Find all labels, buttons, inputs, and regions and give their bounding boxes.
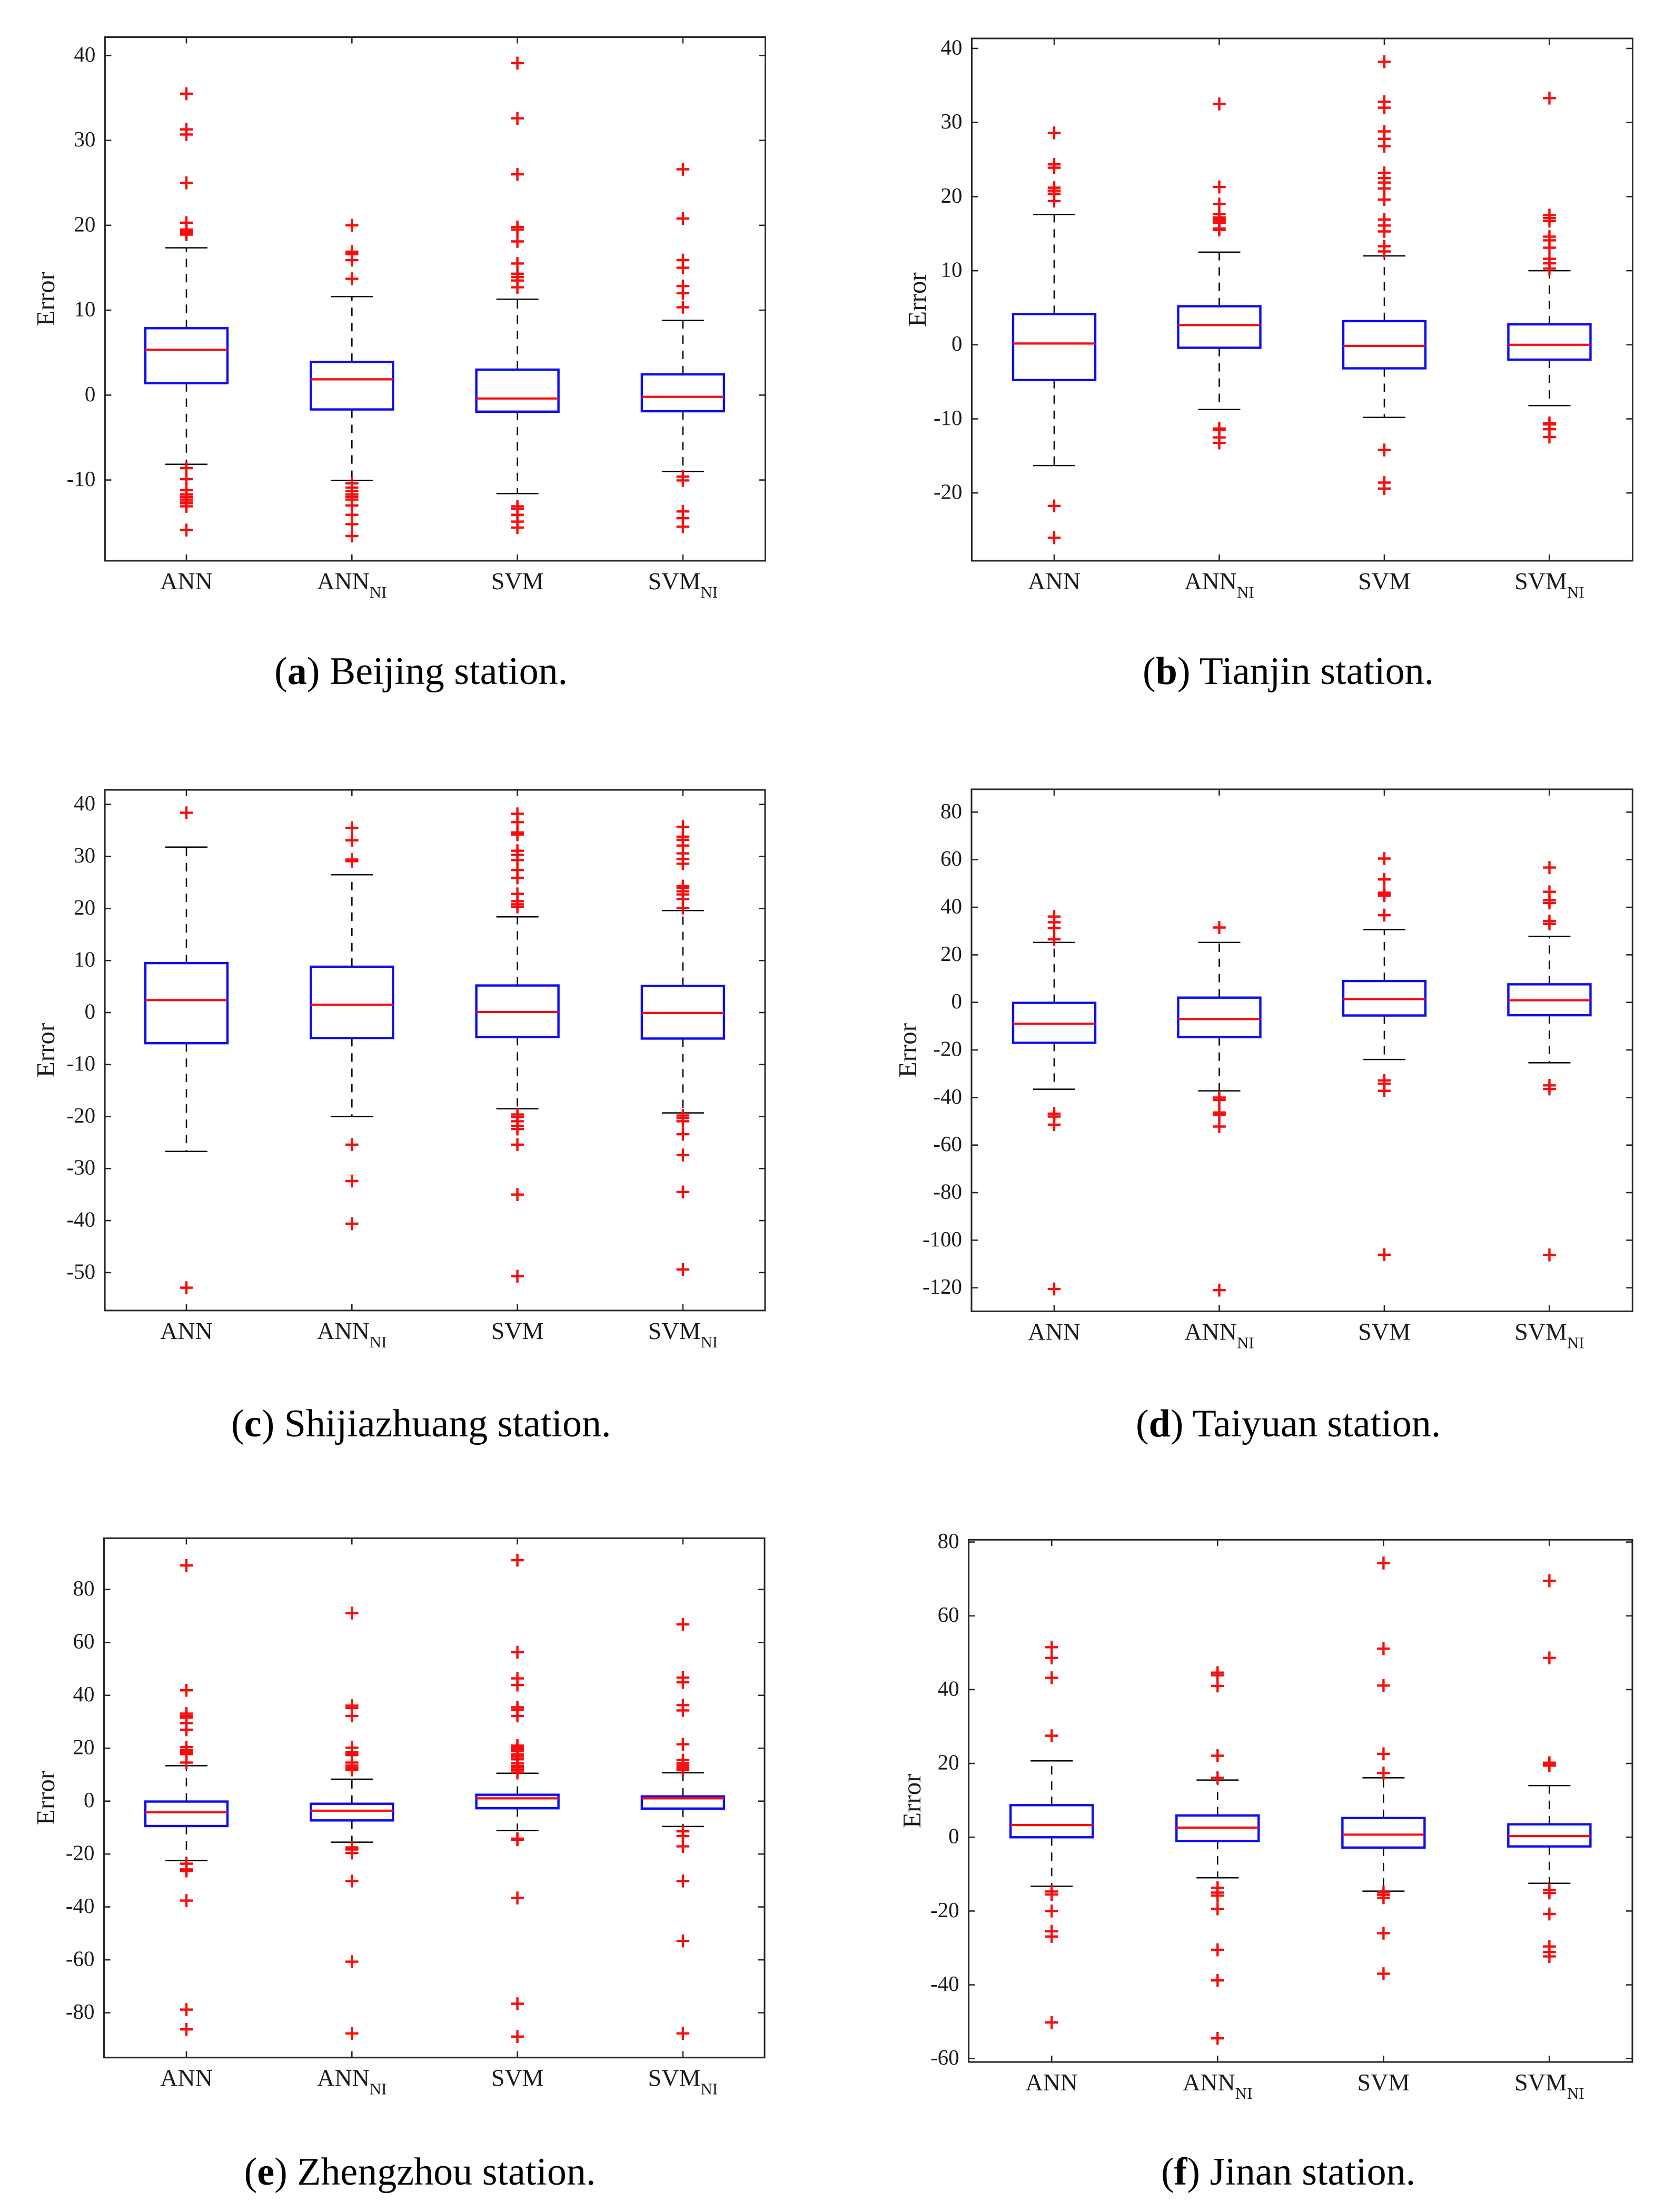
svg-text:30: 30 [941, 109, 963, 133]
svg-text:(c) Shijiazhuang station.: (c) Shijiazhuang station. [231, 1402, 611, 1445]
svg-text:-60: -60 [930, 2045, 959, 2069]
svg-text:Error: Error [903, 272, 931, 326]
svg-text:(e) Zhengzhou station.: (e) Zhengzhou station. [244, 2150, 596, 2194]
svg-text:-20: -20 [66, 1103, 95, 1127]
svg-text:-80: -80 [933, 1179, 962, 1203]
svg-text:-80: -80 [66, 1999, 95, 2023]
svg-text:0: 0 [952, 331, 963, 355]
svg-text:20: 20 [941, 183, 963, 207]
svg-text:-30: -30 [66, 1155, 95, 1179]
svg-text:-10: -10 [66, 1051, 95, 1075]
svg-text:0: 0 [952, 989, 963, 1013]
svg-text:20: 20 [938, 1750, 959, 1774]
svg-text:-60: -60 [66, 1947, 95, 1971]
svg-text:-10: -10 [67, 467, 96, 491]
svg-text:80: 80 [940, 799, 962, 823]
svg-text:Error: Error [31, 1023, 60, 1077]
svg-text:Error: Error [31, 272, 60, 326]
svg-text:0: 0 [948, 1824, 959, 1848]
svg-text:40: 40 [74, 42, 95, 66]
svg-text:SVM: SVM [491, 2065, 544, 2091]
svg-text:40: 40 [73, 1682, 95, 1706]
svg-text:ANN: ANN [1028, 1318, 1081, 1345]
svg-text:10: 10 [74, 947, 95, 971]
svg-text:ANN: ANN [160, 2065, 213, 2091]
svg-text:ANN: ANN [160, 1317, 213, 1344]
svg-text:ANN: ANN [1028, 568, 1081, 594]
svg-text:20: 20 [74, 895, 95, 919]
svg-text:ANN: ANN [1025, 2069, 1078, 2096]
svg-text:-10: -10 [934, 405, 963, 430]
svg-text:-40: -40 [66, 1207, 95, 1232]
svg-text:-40: -40 [66, 1893, 95, 1918]
svg-text:ANN: ANN [160, 568, 213, 594]
svg-text:-20: -20 [933, 1037, 962, 1061]
svg-text:(b) Tianjin station.: (b) Tianjin station. [1143, 650, 1434, 693]
svg-text:-40: -40 [930, 1971, 959, 1996]
svg-text:Error: Error [31, 1771, 60, 1825]
svg-text:SVM: SVM [491, 568, 544, 594]
svg-text:SVM: SVM [1358, 1318, 1411, 1345]
svg-text:Error: Error [897, 1774, 926, 1828]
svg-text:80: 80 [73, 1576, 95, 1600]
svg-text:Error: Error [893, 1023, 922, 1077]
svg-text:-60: -60 [933, 1132, 962, 1156]
svg-text:40: 40 [941, 35, 963, 59]
svg-text:-100: -100 [923, 1227, 962, 1251]
svg-text:-50: -50 [66, 1259, 95, 1283]
svg-text:20: 20 [940, 941, 962, 966]
svg-text:-20: -20 [934, 480, 963, 504]
svg-text:10: 10 [74, 297, 95, 321]
svg-text:60: 60 [938, 1602, 959, 1626]
svg-text:10: 10 [941, 257, 963, 282]
svg-text:-20: -20 [930, 1898, 959, 1922]
svg-text:-120: -120 [923, 1274, 962, 1298]
svg-text:(f) Jinan station.: (f) Jinan station. [1161, 2150, 1415, 2194]
svg-text:(d) Taiyuan station.: (d) Taiyuan station. [1136, 1402, 1441, 1445]
svg-text:SVM: SVM [1357, 2069, 1410, 2096]
svg-text:60: 60 [940, 846, 962, 870]
svg-text:0: 0 [84, 1788, 95, 1812]
svg-text:60: 60 [73, 1629, 95, 1653]
svg-text:30: 30 [74, 843, 95, 867]
svg-text:-40: -40 [933, 1084, 962, 1108]
svg-text:30: 30 [74, 127, 95, 151]
svg-text:80: 80 [938, 1529, 959, 1553]
svg-text:20: 20 [73, 1735, 95, 1759]
svg-text:40: 40 [74, 791, 95, 815]
svg-text:0: 0 [85, 382, 96, 406]
svg-text:40: 40 [940, 894, 962, 918]
svg-text:40: 40 [938, 1676, 959, 1700]
svg-text:SVM: SVM [491, 1317, 544, 1344]
svg-text:20: 20 [74, 212, 95, 236]
svg-text:(a) Beijing station.: (a) Beijing station. [274, 650, 568, 693]
svg-text:0: 0 [85, 999, 96, 1023]
svg-text:-20: -20 [66, 1841, 95, 1865]
svg-text:SVM: SVM [1358, 568, 1411, 594]
